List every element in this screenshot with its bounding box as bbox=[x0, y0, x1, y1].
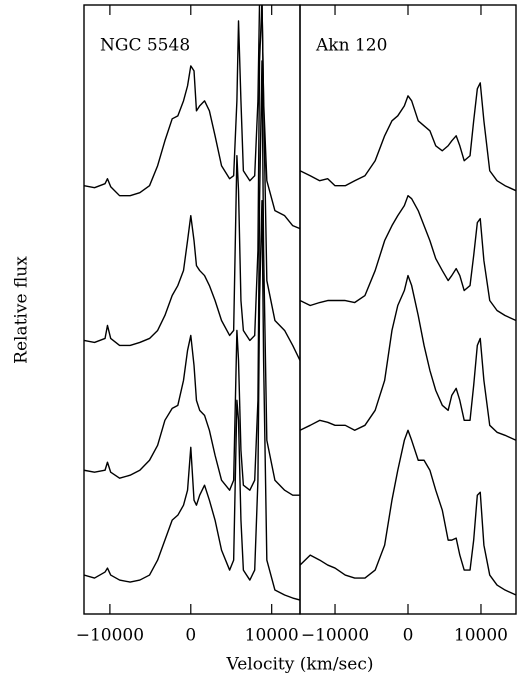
spectrum-line bbox=[84, 5, 300, 361]
panel bbox=[300, 82, 516, 596]
spectrum-line bbox=[84, 199, 300, 601]
x-tick-label: 0 bbox=[403, 626, 414, 646]
x-axis-label: Velocity (km/sec) bbox=[226, 655, 374, 675]
panel-title: Akn 120 bbox=[315, 36, 387, 56]
spectrum-line bbox=[84, 60, 300, 496]
panel-title: NGC 5548 bbox=[100, 36, 190, 56]
x-tick-label: 0 bbox=[185, 626, 196, 646]
spectrum-line bbox=[300, 194, 516, 322]
spectrum-line bbox=[300, 429, 516, 596]
spectrum-line bbox=[300, 82, 516, 192]
x-tick-label: 10000 bbox=[454, 626, 508, 646]
spectrum-line bbox=[300, 274, 516, 441]
x-tick-label: 10000 bbox=[245, 626, 299, 646]
panel-frame bbox=[83, 4, 301, 615]
y-axis-label: Relative flux bbox=[12, 256, 32, 364]
x-tick-label: −10000 bbox=[76, 626, 144, 646]
x-tick-label: −10000 bbox=[301, 626, 369, 646]
spectrum-line bbox=[84, 5, 300, 230]
panel bbox=[84, 5, 300, 601]
